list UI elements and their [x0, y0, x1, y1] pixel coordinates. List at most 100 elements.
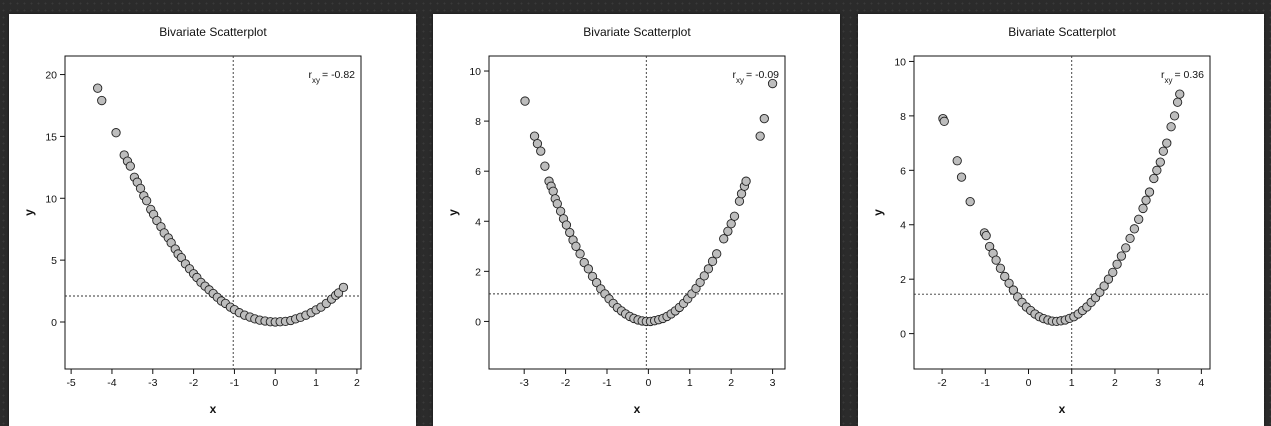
x-axis-label: x — [210, 402, 217, 416]
x-tick-label: 4 — [1198, 377, 1204, 389]
x-tick-label: -2 — [937, 377, 946, 389]
data-point — [548, 186, 558, 196]
scatterplot-panel-3: Bivariate Scatterplot -2 -1 0 1 2 3 4 0 2 4 6 8 10 x y r… — [858, 14, 1264, 426]
data-point — [723, 226, 733, 236]
scatterplot-panel-1: Bivariate Scatterplot -5 -4 -3 -2 -1 0 1 2 0 5 10 15… — [9, 14, 416, 426]
correlation-symbol: r — [309, 69, 313, 81]
data-point — [759, 113, 769, 124]
x-axis-label: x — [1059, 402, 1066, 416]
x-tick-label: -3 — [148, 377, 157, 389]
correlation-value: = 0.36 — [1175, 69, 1205, 81]
data-point — [575, 249, 585, 259]
data-point — [712, 249, 722, 259]
data-point — [1134, 214, 1144, 224]
correlation-value: = -0.82 — [322, 69, 355, 81]
data-point — [1103, 274, 1114, 284]
data-point — [952, 156, 962, 166]
data-point — [97, 95, 107, 106]
data-point — [338, 282, 349, 292]
data-point — [1121, 243, 1131, 253]
x-tick-label: -1 — [602, 377, 611, 389]
x-tick-label: -2 — [189, 377, 198, 389]
data-point — [767, 78, 778, 89]
data-point — [1158, 146, 1168, 156]
correlation-value: = -0.09 — [746, 69, 779, 81]
data-point — [552, 199, 562, 209]
y-tick-label: 6 — [900, 165, 906, 177]
data-point — [965, 196, 975, 207]
x-tick-label: 1 — [687, 377, 693, 389]
data-point — [1162, 138, 1172, 148]
data-point — [1125, 233, 1135, 244]
data-point — [981, 230, 991, 241]
y-tick-label: 2 — [900, 274, 906, 286]
data-point — [1095, 287, 1105, 297]
data-point — [1138, 203, 1148, 214]
y-tick-label: 0 — [51, 317, 57, 329]
x-tick-label: 0 — [272, 377, 278, 389]
data-point — [125, 161, 135, 171]
data-point — [536, 146, 546, 156]
correlation-label: rxy = -0.82 — [309, 69, 356, 85]
y-axis-label: y — [446, 209, 460, 216]
x-tick-label: 1 — [313, 377, 319, 389]
data-point — [755, 131, 765, 141]
x-tick-label: -4 — [107, 377, 116, 389]
data-point — [1108, 267, 1118, 278]
data-point — [741, 176, 751, 186]
y-tick-label: 5 — [51, 255, 57, 267]
correlation-subscript: xy — [312, 76, 320, 85]
scatterplot-2: Bivariate Scatterplot-3 -2 -1 0 1 2 30246810xy… — [446, 25, 786, 416]
data-point — [1152, 165, 1162, 175]
data-point — [995, 263, 1006, 273]
y-tick-label: 4 — [900, 220, 906, 232]
chart-title: Bivariate Scatterplot — [1008, 25, 1116, 39]
data-point — [565, 227, 575, 238]
data-point — [1169, 111, 1180, 121]
plot-frame — [913, 55, 1211, 370]
data-point — [142, 196, 152, 206]
data-point — [699, 271, 709, 281]
x-tick-label: 1 — [1069, 377, 1075, 389]
y-tick-label: 10 — [894, 56, 906, 68]
y-tick-label: 15 — [45, 131, 57, 143]
y-axis-label: y — [22, 209, 36, 216]
y-axis-label: y — [871, 209, 885, 216]
data-point — [1129, 224, 1140, 234]
data-point — [561, 220, 572, 230]
y-tick-label: 10 — [469, 66, 481, 78]
data-point — [726, 219, 736, 229]
data-point — [734, 196, 745, 206]
correlation-subscript: xy — [736, 76, 744, 85]
data-point — [1141, 195, 1151, 205]
y-tick-label: 0 — [475, 316, 481, 328]
data-point — [707, 256, 718, 266]
x-tick-label: -5 — [66, 377, 75, 389]
y-tick-label: 8 — [900, 111, 906, 123]
y-tick-label: 2 — [475, 266, 481, 278]
data-point — [719, 234, 729, 244]
correlation-symbol: r — [1161, 69, 1165, 81]
correlation-label: rxy = 0.36 — [1161, 69, 1204, 85]
data-point — [729, 211, 740, 221]
data-point — [1112, 259, 1122, 269]
y-tick-label: 10 — [45, 193, 57, 205]
data-point — [1116, 251, 1127, 261]
data-point — [111, 128, 121, 138]
x-tick-label: 2 — [1112, 377, 1118, 389]
data-point — [93, 83, 103, 93]
correlation-label: rxy = -0.09 — [733, 69, 780, 85]
scatterplot-3: Bivariate Scatterplot-2 -1 0 1 2 3 40246810xyr… — [871, 25, 1211, 416]
y-tick-label: 20 — [45, 70, 57, 82]
y-tick-label: 8 — [475, 116, 481, 128]
plot-frame — [64, 55, 362, 370]
data-point — [571, 241, 581, 251]
chart-title: Bivariate Scatterplot — [159, 25, 267, 39]
data-point — [1144, 187, 1155, 197]
x-tick-label: 3 — [770, 377, 776, 389]
x-tick-label: -2 — [561, 377, 570, 389]
data-point — [1172, 97, 1183, 107]
data-point — [583, 264, 594, 274]
data-point — [991, 255, 1001, 265]
data-point — [1000, 271, 1010, 282]
